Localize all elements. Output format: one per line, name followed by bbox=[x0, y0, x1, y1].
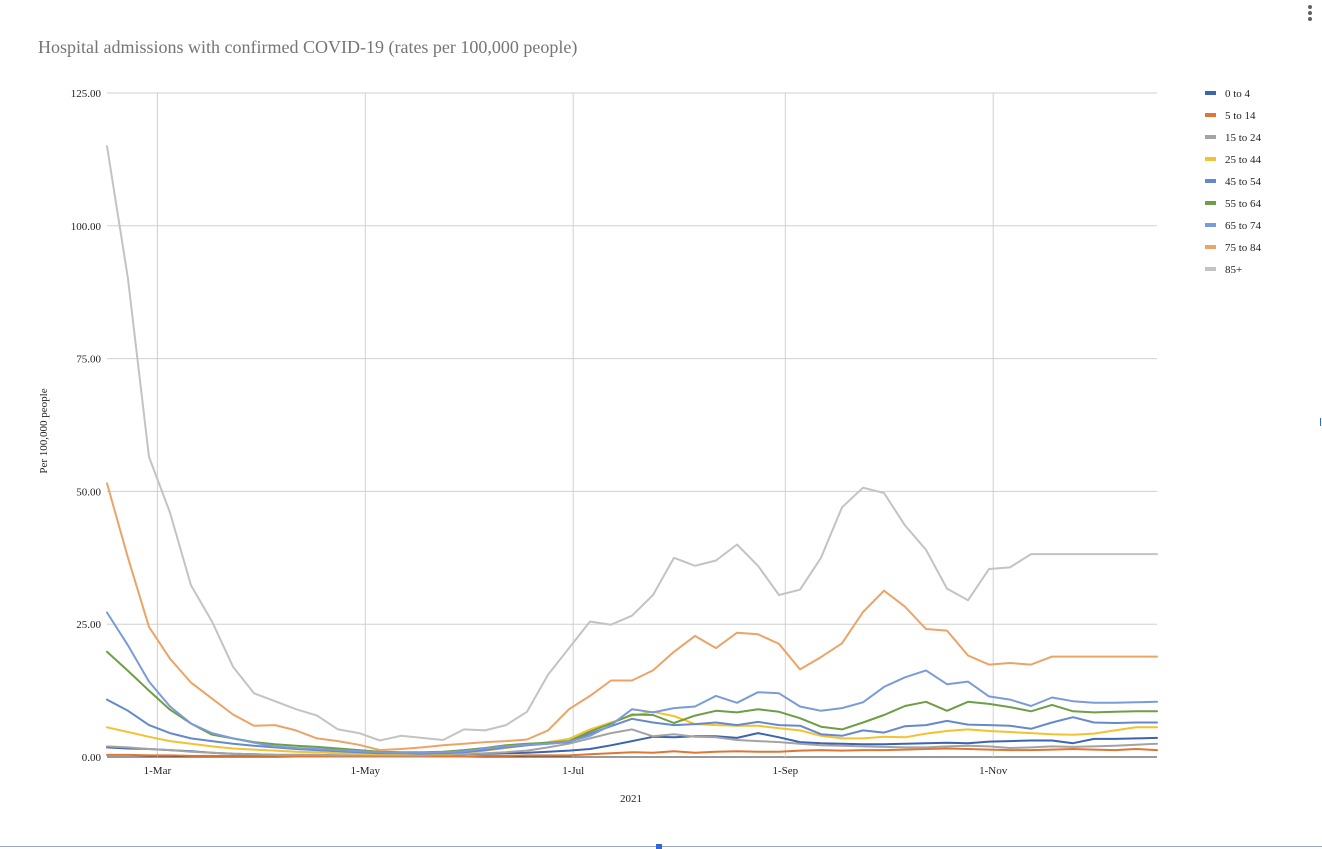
series-line-85- bbox=[106, 145, 1158, 742]
x-tick-label: 1-Jul bbox=[562, 765, 584, 777]
legend-swatch bbox=[1205, 179, 1216, 183]
series-lines bbox=[106, 145, 1158, 758]
legend-swatch bbox=[1205, 245, 1216, 249]
x-tick-label: 1-Mar bbox=[144, 765, 172, 777]
gridlines bbox=[107, 92, 1157, 758]
series-line-45-to-54 bbox=[106, 698, 1158, 755]
y-tick-label: 25.00 bbox=[76, 619, 101, 631]
series-line-55-to-64 bbox=[106, 650, 1158, 754]
legend-label: 45 to 54 bbox=[1225, 176, 1262, 188]
legend-swatch bbox=[1205, 267, 1216, 271]
legend-swatch bbox=[1205, 113, 1216, 117]
x-tick-label: 1-May bbox=[351, 765, 381, 777]
legend-label: 75 to 84 bbox=[1225, 242, 1262, 254]
series-line-15-to-24 bbox=[106, 728, 1158, 757]
legend-label: 15 to 24 bbox=[1225, 132, 1262, 144]
legend-label: 65 to 74 bbox=[1225, 220, 1262, 232]
series-line-25-to-44 bbox=[106, 710, 1158, 756]
y-tick-label: 100.00 bbox=[71, 221, 102, 233]
y-tick-label: 75.00 bbox=[76, 354, 101, 366]
legend-label: 25 to 44 bbox=[1225, 154, 1262, 166]
legend-label: 5 to 14 bbox=[1225, 110, 1256, 122]
legend-swatch bbox=[1205, 135, 1216, 139]
legend-label: 85+ bbox=[1225, 264, 1242, 276]
more-vert-icon[interactable] bbox=[1303, 3, 1317, 23]
legend-swatch bbox=[1205, 223, 1216, 227]
series-line-65-to-74 bbox=[106, 611, 1158, 754]
resize-handle[interactable] bbox=[656, 844, 662, 849]
right-edge-marker bbox=[1320, 418, 1321, 426]
x-tick-label: 1-Nov bbox=[979, 765, 1008, 777]
legend-label: 0 to 4 bbox=[1225, 88, 1251, 100]
y-tick-label: 125.00 bbox=[71, 88, 102, 100]
y-tick-label: 50.00 bbox=[76, 486, 101, 498]
legend-label: 55 to 64 bbox=[1225, 198, 1262, 210]
legend-swatch bbox=[1205, 157, 1216, 161]
x-tick-label: 1-Sep bbox=[772, 765, 798, 777]
y-axis-label: Per 100,000 people bbox=[38, 388, 50, 473]
series-line-75-to-84 bbox=[106, 482, 1158, 752]
x-axis-label: 2021 bbox=[620, 793, 642, 805]
legend: 0 to 4 5 to 14 15 to 24 25 to 44 45 to 54 55 … bbox=[1205, 88, 1262, 276]
legend-swatch bbox=[1205, 91, 1216, 95]
legend-swatch bbox=[1205, 201, 1216, 205]
axes: 0.00 25.00 50.00 75.00 100.00 125.00 1-Mar 1-Ma… bbox=[38, 88, 1008, 805]
chart-title: Hospital admissions with confirmed COVID… bbox=[38, 37, 578, 57]
y-tick-label: 0.00 bbox=[82, 752, 102, 764]
series-line-5-to-14 bbox=[106, 747, 1158, 758]
